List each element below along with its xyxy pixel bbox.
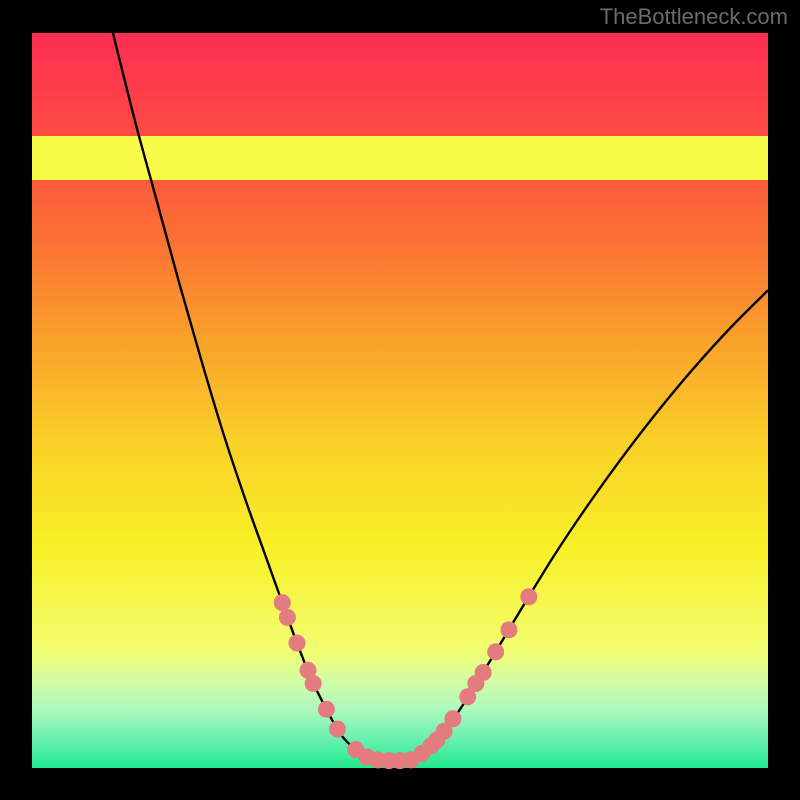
curve-marker: [487, 643, 504, 660]
curve-marker: [329, 721, 346, 738]
curve-marker: [500, 621, 517, 638]
curve-marker: [305, 675, 322, 692]
bottleneck-chart: TheBottleneck.com: [0, 0, 800, 800]
curve-marker: [475, 664, 492, 681]
curve-marker: [288, 635, 305, 652]
curve-marker: [520, 588, 537, 605]
curve-markers: [32, 33, 768, 768]
watermark-text: TheBottleneck.com: [600, 4, 788, 30]
curve-marker: [274, 594, 291, 611]
curve-marker: [318, 701, 335, 718]
curve-marker: [279, 609, 296, 626]
curve-marker: [444, 710, 461, 727]
